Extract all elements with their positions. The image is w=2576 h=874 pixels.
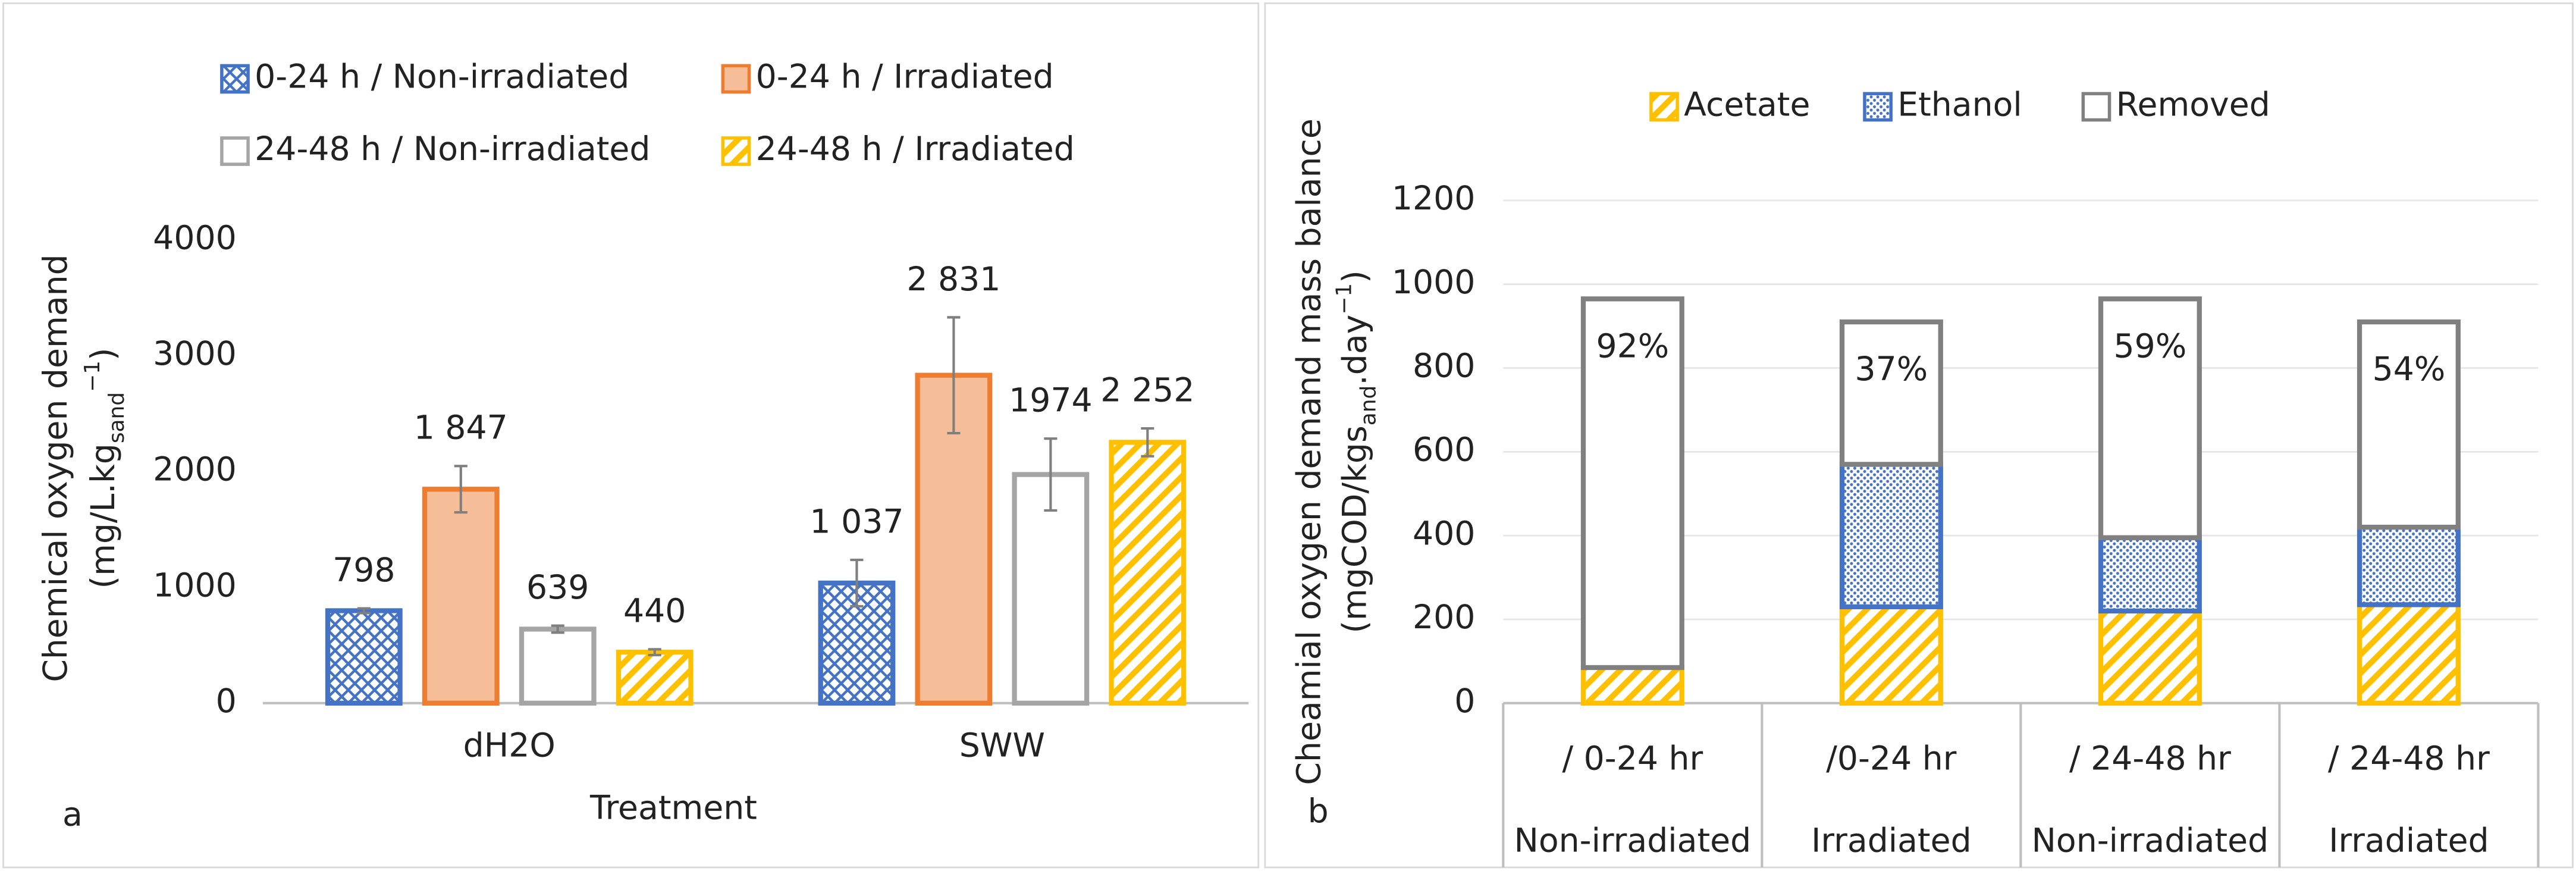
x-axis-title: Treatment	[589, 789, 757, 827]
legend-swatch	[721, 64, 751, 94]
error-bar	[850, 558, 864, 607]
data-label: 639	[526, 569, 589, 607]
bar	[422, 487, 500, 706]
data-label: 1 847	[414, 409, 508, 447]
y-axis-units-part: −1	[1332, 283, 1356, 315]
bar-segment	[1580, 665, 1684, 706]
bar	[616, 650, 694, 706]
legend-label: 24-48 h / Irradiated	[756, 130, 1075, 168]
y-axis-units: (mg/L.kgsand−1)	[80, 347, 128, 588]
y-tick-label: 2000	[153, 451, 237, 489]
bar-segment	[1580, 296, 1684, 671]
error-bar	[454, 465, 467, 514]
legend-swatch	[2081, 92, 2111, 122]
legend-label: 0-24 h / Non-irradiated	[255, 58, 629, 96]
legend-swatch	[721, 136, 751, 166]
y-tick-label: 800	[1413, 347, 1475, 386]
bar-segment	[2098, 535, 2202, 614]
data-label: 798	[332, 552, 395, 590]
legend-swatch	[220, 136, 250, 166]
x-tick-label: / 24-48 hr	[2069, 740, 2231, 778]
y-axis-units: (mgCOD/kgsand.day−1)	[1332, 270, 1380, 633]
data-label: 1974	[1009, 382, 1093, 420]
x-tick-label: SWW	[959, 727, 1045, 765]
legend-label: Removed	[2116, 86, 2270, 124]
legend-swatch	[1863, 92, 1893, 122]
data-label: 2 831	[906, 261, 1000, 299]
error-bar	[947, 316, 961, 435]
x-tick-sublabel: Non-irradiated	[1514, 822, 1752, 860]
panel-frame	[1264, 2, 2574, 869]
y-axis-units-part: −1	[80, 361, 104, 392]
bar	[1109, 440, 1187, 706]
error-bar	[551, 624, 564, 634]
annotation: 59%	[2114, 327, 2187, 365]
y-axis-units-part: sand	[104, 392, 128, 443]
bar	[325, 608, 403, 706]
error-bar	[357, 607, 371, 615]
y-tick-label: 3000	[153, 335, 237, 373]
error-bar	[1044, 437, 1058, 512]
legend-label: Acetate	[1684, 86, 1810, 124]
legend-label: Ethanol	[1897, 86, 2022, 124]
y-axis-title: Chemical oxygen demand	[37, 254, 75, 682]
legend-label: 0-24 h / Irradiated	[756, 58, 1054, 96]
y-axis-units-part: )	[84, 347, 123, 361]
bar-segment	[2357, 602, 2461, 706]
bar-segment	[2098, 296, 2202, 540]
legend-swatch	[1649, 92, 1679, 122]
data-label: 440	[623, 593, 686, 631]
bar-segment	[1839, 604, 1943, 706]
y-axis-title: Cheamial oxygen demand mass balance	[1290, 118, 1328, 785]
y-tick-label: 1000	[153, 566, 237, 604]
x-tick-label: /0-24 hr	[1826, 740, 1957, 778]
y-tick-label: 0	[216, 682, 237, 720]
bar-segment	[2357, 319, 2461, 530]
legend-swatch	[220, 64, 250, 94]
y-axis-units-part: and	[1356, 386, 1380, 426]
panel-label: a	[62, 796, 83, 834]
legend-label: 24-48 h / Non-irradiated	[255, 130, 650, 168]
bar-segment	[2357, 524, 2461, 607]
x-tick-label: / 0-24 hr	[1562, 740, 1703, 778]
x-tick-sublabel: Non-irradiated	[2032, 822, 2269, 860]
y-tick-label: 400	[1413, 515, 1475, 553]
y-tick-label: 200	[1413, 599, 1475, 637]
bar	[519, 626, 597, 706]
x-tick-sublabel: Irradiated	[2329, 822, 2489, 860]
y-tick-label: 0	[1454, 682, 1475, 720]
error-bar	[648, 648, 661, 657]
x-tick-label: dH2O	[463, 727, 556, 765]
y-axis-units-part: (mg/L.kg	[84, 443, 123, 588]
y-tick-label: 1200	[1392, 180, 1476, 218]
annotation: 54%	[2373, 350, 2446, 389]
annotation: 37%	[1855, 350, 1928, 389]
y-axis-units-part: (mgCOD/kgs	[1336, 425, 1375, 633]
y-tick-label: 1000	[1392, 264, 1476, 302]
data-label: 2 252	[1100, 371, 1194, 409]
bar-segment	[2098, 608, 2202, 706]
x-tick-sublabel: Irradiated	[1811, 822, 1972, 860]
data-label: 1 037	[809, 503, 903, 541]
y-axis-units-part: )	[1336, 270, 1375, 283]
y-tick-label: 4000	[153, 219, 237, 257]
bar	[1012, 472, 1090, 706]
y-axis-units-part: .day	[1336, 315, 1375, 386]
x-tick-label: / 24-48 hr	[2328, 740, 2490, 778]
panel-label: b	[1308, 792, 1329, 831]
error-bar	[1141, 427, 1154, 458]
bar-segment	[1839, 462, 1943, 610]
panel-frame	[2, 2, 1260, 869]
bar-segment	[1839, 319, 1943, 467]
y-tick-label: 600	[1413, 431, 1475, 469]
annotation: 92%	[1596, 327, 1669, 365]
